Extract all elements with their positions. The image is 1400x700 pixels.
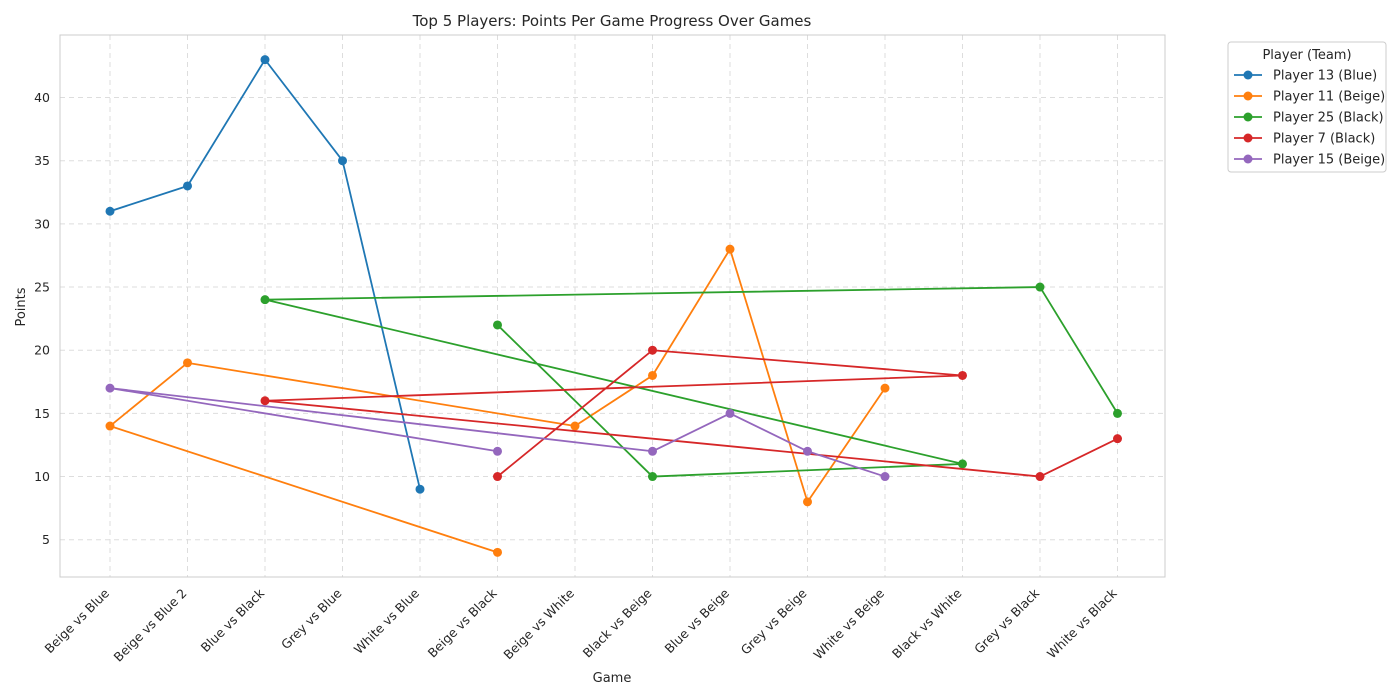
data-point (338, 156, 347, 166)
legend: Player (Team) Player 13 (Blue) Player 11 … (1227, 41, 1387, 173)
y-tick-label: 15 (34, 406, 50, 421)
grid (60, 35, 1165, 577)
data-point (803, 446, 812, 456)
plot-area (59, 34, 1166, 578)
data-point (958, 370, 967, 380)
y-axis-title: Points (14, 287, 29, 326)
series-4 (260, 345, 1122, 482)
x-tick-label: White vs Black (1044, 585, 1120, 661)
legend-item: Player 7 (Black) (1234, 132, 1375, 147)
series-line (109, 387, 886, 478)
data-point (1035, 472, 1045, 482)
legend-item: Player 13 (Blue) (1234, 69, 1377, 84)
y-tick-label: 25 (34, 280, 50, 295)
data-point (1113, 408, 1122, 418)
x-tick-label: Beige vs Black (425, 585, 501, 661)
legend-label: Player 11 (Beige) (1273, 90, 1385, 105)
y-tick-label: 35 (34, 153, 50, 168)
x-tick-label: Grey vs Black (971, 585, 1042, 656)
legend-label: Player 7 (Black) (1273, 132, 1375, 147)
series-group (105, 55, 1122, 557)
data-point (493, 320, 502, 330)
legend-title: Player (Team) (1262, 48, 1351, 63)
y-axis: 5 10 15 20 25 30 35 40 (34, 90, 50, 547)
data-point (105, 206, 115, 216)
x-tick-label: Blue vs Black (198, 585, 268, 655)
x-tick-label: Grey vs Beige (738, 585, 810, 657)
legend-label: Player 15 (Beige) (1273, 153, 1385, 168)
series-line (264, 349, 1118, 478)
data-point (880, 383, 890, 393)
x-tick-label: Beige vs Blue (41, 585, 112, 656)
legend-item: Player 15 (Beige) (1234, 153, 1385, 168)
series-2 (105, 244, 890, 557)
x-axis-title: Game (593, 671, 632, 686)
legend-item: Player 25 (Black) (1234, 111, 1384, 126)
data-point (1113, 434, 1122, 444)
series-5 (105, 383, 890, 482)
data-point (880, 472, 890, 482)
legend-box (1227, 41, 1387, 173)
data-point (725, 244, 735, 254)
data-point (1035, 282, 1045, 292)
x-tick-label: Blue vs Beige (661, 585, 732, 656)
legend-marker (1243, 133, 1253, 143)
series-line (109, 248, 886, 554)
x-tick-label: White vs Beige (810, 585, 887, 662)
legend-marker (1243, 112, 1253, 122)
data-point (648, 472, 657, 482)
legend-marker (1243, 154, 1253, 164)
chart-title: Top 5 Players: Points Per Game Progress … (412, 12, 812, 30)
y-tick-label: 30 (34, 216, 50, 231)
legend-label: Player 25 (Black) (1273, 111, 1384, 126)
data-point (570, 421, 580, 431)
data-point (105, 421, 115, 431)
y-tick-label: 5 (42, 532, 50, 547)
legend-label: Player 13 (Blue) (1273, 69, 1377, 84)
data-point (493, 472, 502, 482)
data-point (648, 345, 657, 355)
y-tick-label: 40 (34, 90, 50, 105)
x-tick-label: Black vs Beige (580, 585, 655, 660)
series-line (264, 286, 1119, 478)
x-tick-label: Beige vs White (500, 585, 577, 662)
data-point (493, 446, 502, 456)
data-point (260, 396, 270, 406)
data-point (648, 446, 657, 456)
data-point (260, 295, 270, 305)
data-point (260, 55, 270, 65)
legend-marker (1243, 70, 1253, 80)
y-tick-label: 10 (34, 469, 50, 484)
legend-item: Player 11 (Beige) (1234, 90, 1385, 105)
legend-marker (1243, 91, 1253, 101)
y-tick-label: 20 (34, 343, 50, 358)
data-point (415, 484, 425, 494)
series-1 (105, 55, 425, 494)
x-tick-label: White vs Blue (351, 585, 423, 657)
legend-items: Player 13 (Blue) Player 11 (Beige) Player … (1234, 69, 1385, 168)
data-point (183, 358, 192, 368)
data-point (183, 181, 192, 191)
data-point (803, 497, 812, 507)
data-point (725, 408, 735, 418)
data-point (493, 547, 502, 557)
data-point (105, 383, 115, 393)
x-tick-label: Grey vs Blue (278, 585, 345, 652)
x-tick-label: Black vs White (889, 585, 965, 661)
x-tick-label: Beige vs Blue 2 (111, 586, 190, 665)
data-point (648, 370, 657, 380)
data-point (958, 459, 967, 469)
